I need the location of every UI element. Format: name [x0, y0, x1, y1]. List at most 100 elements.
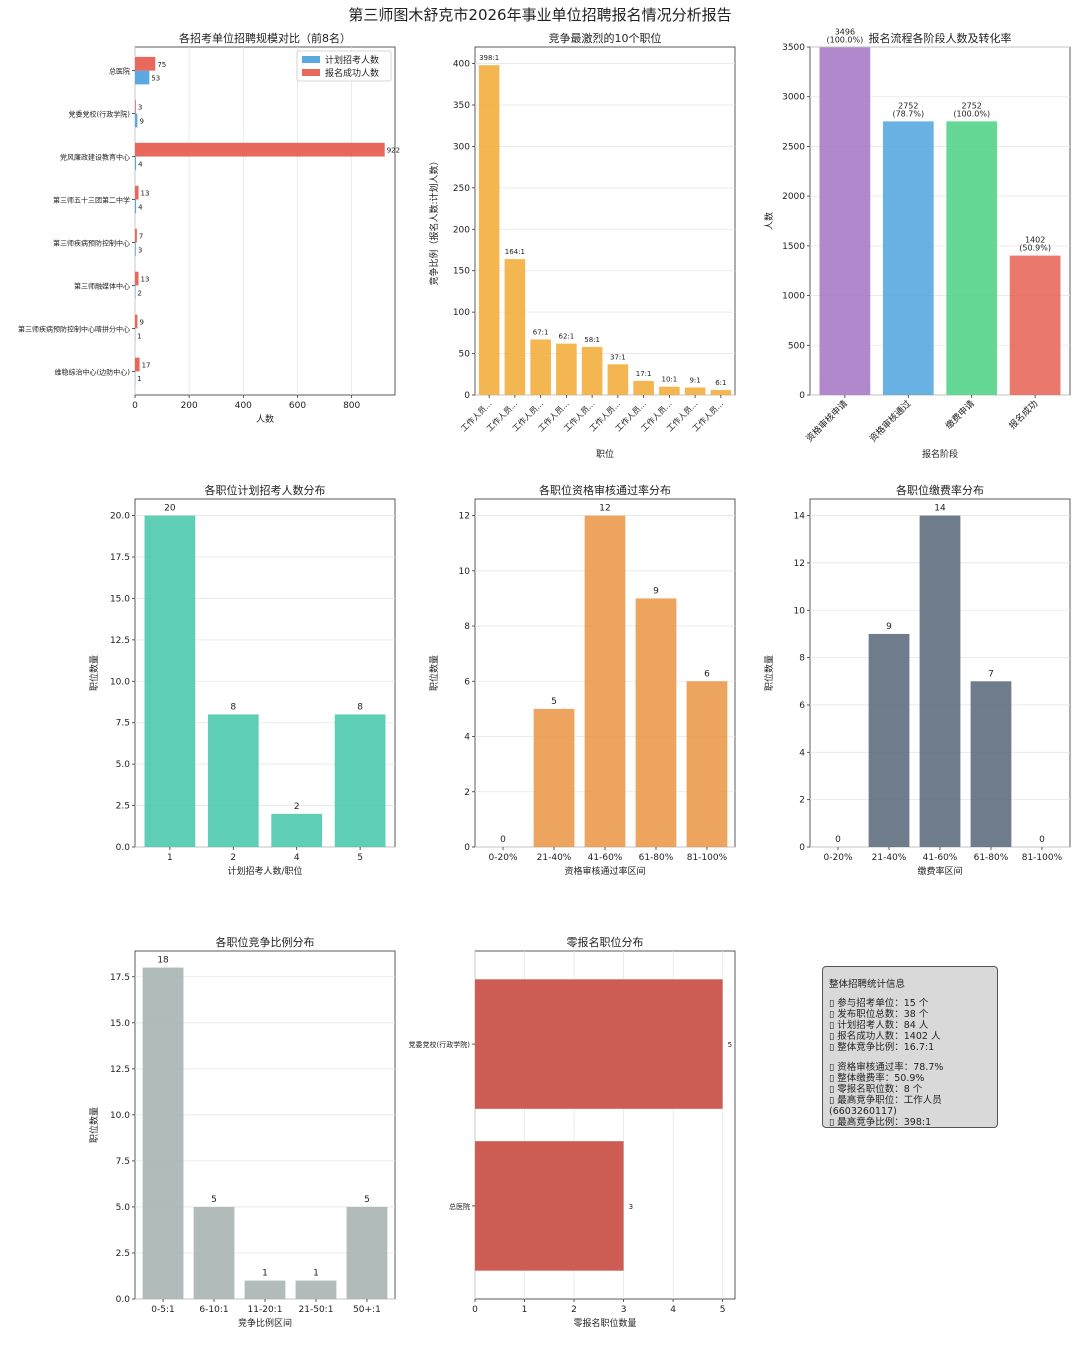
- bar: [135, 315, 137, 329]
- data-label: 7: [139, 233, 143, 241]
- bar: [135, 186, 139, 200]
- stats-line: ▯ 整体缴费率：50.9%: [829, 1073, 991, 1084]
- bar: [135, 114, 137, 128]
- bar: [135, 143, 385, 157]
- data-label: 5: [211, 1195, 217, 1205]
- y-axis-label: 人数: [763, 212, 775, 230]
- bar: [135, 71, 149, 85]
- bar: [711, 390, 732, 395]
- bar: [135, 358, 140, 372]
- stats-line: ▯ 报名成功人数：1402 人: [829, 1031, 991, 1042]
- data-label: (78.7%): [892, 109, 924, 118]
- bar: [946, 121, 997, 395]
- bar: [556, 344, 577, 395]
- data-label: 9: [139, 319, 143, 327]
- stats-line: ▯ 最高竞争职位：工作人员(6603260117): [829, 1095, 991, 1117]
- y-tick-label: 12: [794, 559, 805, 569]
- data-label: 67:1: [533, 328, 549, 336]
- stats-line: ▯ 发布职位总数：38 个: [829, 1009, 991, 1020]
- y-tick-label: 6: [799, 701, 805, 711]
- y-tick-label: 党委党校(行政学院): [409, 1040, 471, 1049]
- data-label: 9: [886, 622, 892, 632]
- bar: [585, 516, 626, 847]
- bar: [135, 242, 136, 256]
- y-tick-label: 0: [464, 843, 470, 853]
- bar: [135, 57, 155, 71]
- y-tick-label: 7.5: [116, 1157, 130, 1167]
- x-tick-label: 61-80%: [639, 853, 674, 863]
- data-label: (50.9%): [1019, 244, 1051, 253]
- x-tick-label: 报名成功: [1006, 398, 1040, 432]
- stats-line: ▯ 参与招考单位：15 个: [829, 998, 991, 1009]
- x-tick-label: 11-20:1: [248, 1305, 283, 1315]
- y-tick-label: 400: [453, 60, 470, 70]
- bar: [608, 364, 629, 395]
- y-tick-label: 4: [799, 748, 805, 758]
- x-tick-label: 0: [132, 401, 138, 411]
- x-tick-label: 200: [181, 401, 198, 411]
- y-tick-label: 2500: [782, 142, 805, 152]
- data-label: 7: [988, 669, 994, 679]
- y-tick-label: 维稳综治中心(边防中心): [55, 367, 131, 376]
- data-label: 8: [230, 702, 236, 712]
- chart-title: 报名流程各阶段人数及转化率: [869, 31, 1012, 45]
- chart-svg: 竞争最激烈的10个职位050100150200250300350400工作人员.…: [405, 30, 745, 460]
- bar: [534, 709, 575, 847]
- data-label: 4: [138, 203, 143, 211]
- x-tick-label: 21-40%: [537, 853, 572, 863]
- y-axis-label: 竞争比例（报名人数:计划人数）: [428, 156, 440, 285]
- y-tick-label: 3000: [782, 93, 805, 103]
- x-tick-label: 1: [522, 1305, 528, 1315]
- data-label: 13: [141, 190, 150, 198]
- stats-title: 整体招聘统计信息: [829, 979, 991, 990]
- chart-title: 零报名职位分布: [567, 935, 644, 949]
- y-tick-label: 2000: [782, 192, 805, 202]
- x-tick-label: 21-40%: [872, 853, 907, 863]
- data-label: 0: [500, 835, 506, 845]
- y-axis-label: 职位数量: [428, 655, 440, 691]
- y-axis-label: 职位数量: [88, 1107, 100, 1143]
- bar: [687, 681, 728, 847]
- data-label: (100.0%): [827, 35, 864, 44]
- y-tick-label: 200: [453, 225, 470, 235]
- y-tick-label: 12.5: [110, 1065, 130, 1075]
- y-tick-label: 2.5: [116, 1249, 130, 1259]
- x-tick-label: 4: [294, 853, 300, 863]
- data-label: 37:1: [610, 353, 626, 361]
- bar: [659, 387, 680, 395]
- chart-title: 各招考单位招聘规模对比（前8名）: [179, 31, 351, 45]
- bar: [143, 968, 184, 1299]
- stats-info-box: 整体招聘统计信息 ▯ 参与招考单位：15 个 ▯ 发布职位总数：38 个 ▯ 计…: [822, 966, 998, 1128]
- data-label: 922: [387, 147, 400, 155]
- bar: [582, 347, 603, 395]
- y-tick-label: 12: [459, 512, 470, 522]
- y-tick-label: 20.0: [110, 512, 130, 522]
- y-tick-label: 2: [464, 788, 470, 798]
- y-tick-label: 2: [799, 796, 805, 806]
- y-tick-label: 10.0: [110, 1111, 130, 1121]
- bar: [1010, 256, 1061, 395]
- y-tick-label: 7.5: [116, 719, 130, 729]
- y-tick-label: 10: [794, 606, 806, 616]
- bar: [685, 388, 706, 395]
- y-axis-label: 职位数量: [88, 655, 100, 691]
- legend-label: 报名成功人数: [325, 67, 379, 79]
- y-tick-label: 500: [788, 341, 805, 351]
- stats-line: ▯ 最高竞争比例：398:1: [829, 1117, 991, 1128]
- data-label: 398:1: [479, 54, 499, 62]
- bar: [479, 65, 500, 395]
- data-label: 5: [364, 1195, 370, 1205]
- y-tick-label: 0: [799, 391, 805, 401]
- data-label: (100.0%): [953, 109, 990, 118]
- y-tick-label: 总医院: [449, 1202, 470, 1211]
- legend-label: 计划招考人数: [325, 54, 379, 66]
- bar: [208, 714, 259, 847]
- y-tick-label: 1500: [782, 242, 805, 252]
- x-tick-label: 5: [720, 1305, 726, 1315]
- y-tick-label: 第三师融媒体中心: [74, 281, 130, 290]
- bar: [135, 229, 137, 243]
- data-label: 5: [551, 697, 557, 707]
- data-label: 8: [357, 702, 363, 712]
